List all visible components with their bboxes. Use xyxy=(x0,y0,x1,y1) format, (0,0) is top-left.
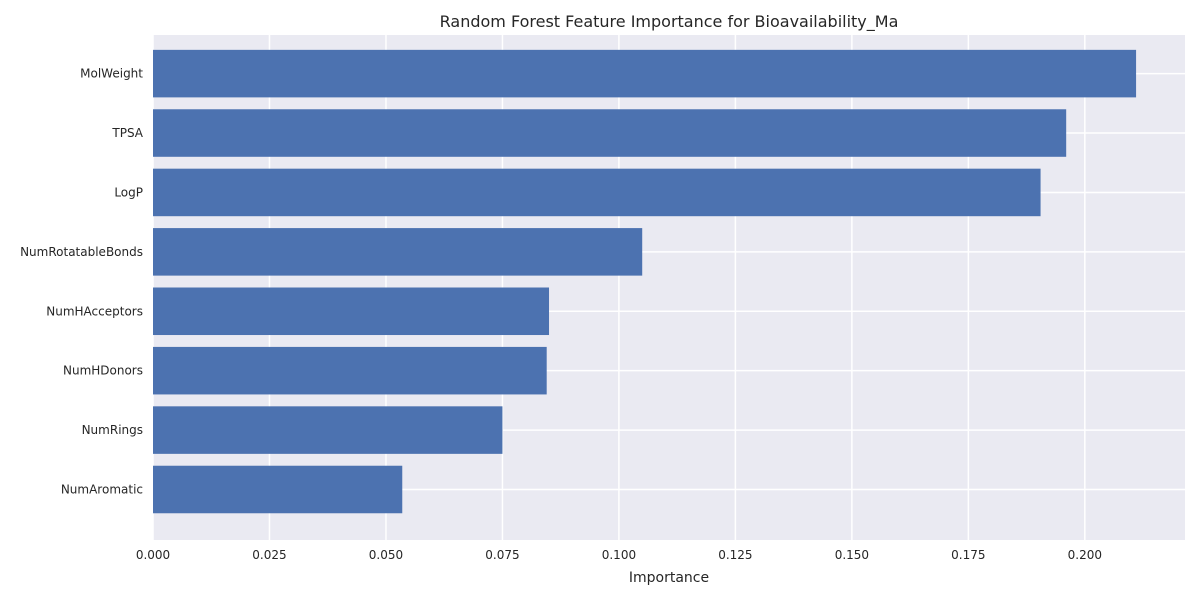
y-tick-label: TPSA xyxy=(111,126,143,140)
chart-title: Random Forest Feature Importance for Bio… xyxy=(440,12,899,32)
x-tick-label: 0.200 xyxy=(1068,548,1102,562)
y-tick-label: NumRotatableBonds xyxy=(20,245,143,259)
y-tick-label: NumHDonors xyxy=(63,364,143,378)
x-tick-label: 0.000 xyxy=(136,548,170,562)
y-tick-label: NumAromatic xyxy=(61,483,143,497)
bar-numrotatablebonds xyxy=(153,228,643,276)
x-axis-label: Importance xyxy=(629,570,709,586)
bar-logp xyxy=(153,168,1041,217)
bar-numhdonors xyxy=(153,346,547,395)
x-tick-label: 0.175 xyxy=(951,548,985,562)
x-tick-labels: 0.000 0.025 0.050 0.075 0.100 0.125 0.150 0.175… xyxy=(136,548,1102,562)
y-tick-label: NumRings xyxy=(82,423,143,437)
x-tick-label: 0.025 xyxy=(252,548,286,562)
x-tick-label: 0.075 xyxy=(485,548,519,562)
bar-molweight xyxy=(153,49,1137,98)
y-tick-label: LogP xyxy=(114,185,143,199)
y-tick-labels: MolWeight TPSA LogP NumRotatableBonds NumHAc… xyxy=(20,67,144,497)
x-tick-label: 0.050 xyxy=(369,548,403,562)
bar-tpsa xyxy=(153,109,1067,157)
y-tick-label: MolWeight xyxy=(80,67,143,81)
x-tick-label: 0.125 xyxy=(718,548,752,562)
x-tick-label: 0.100 xyxy=(602,548,636,562)
bars xyxy=(153,49,1137,514)
y-tick-label: NumHAcceptors xyxy=(46,304,143,318)
bar-numrings xyxy=(153,406,503,454)
bar-numhacceptors xyxy=(153,287,550,336)
x-tick-label: 0.150 xyxy=(835,548,869,562)
bar-numaromatic xyxy=(153,465,403,514)
